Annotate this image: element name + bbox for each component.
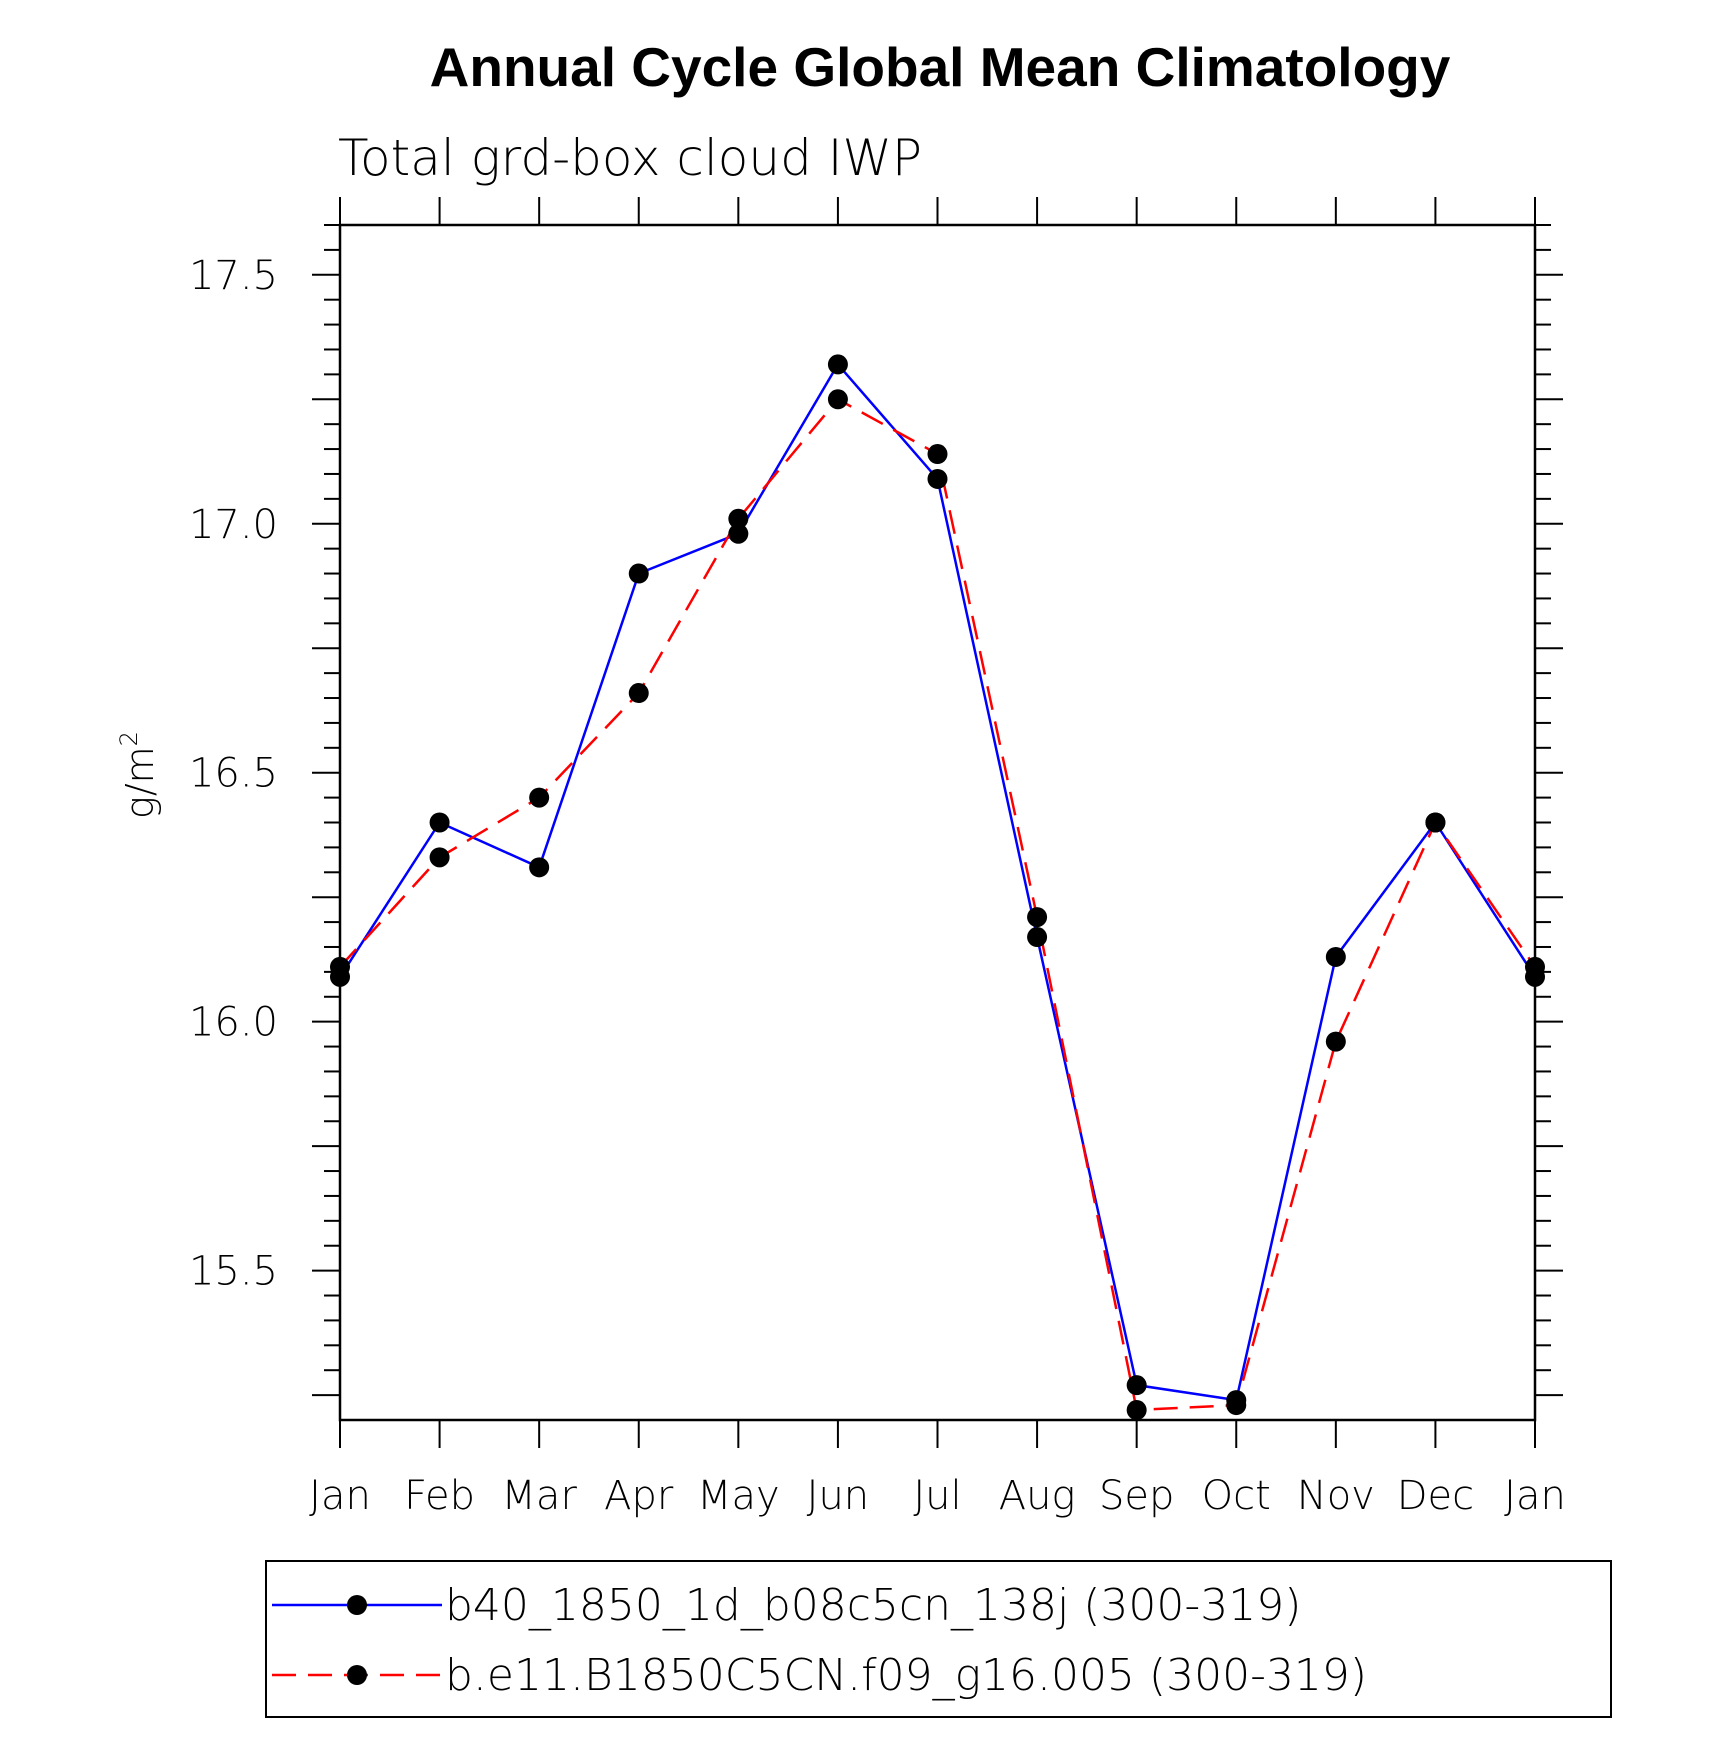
data-point-series-2 [429, 847, 450, 868]
legend-label-series-1: b40_1850_1d_b08c5cn_138j (300-319) [445, 1580, 1301, 1631]
data-point-series-1 [1325, 946, 1346, 967]
data-point-series-1 [1126, 1375, 1147, 1396]
y-axis-label-text: g/m [118, 746, 162, 819]
chart-subtitle: Total grd-box cloud IWP [338, 129, 922, 187]
x-tick-label: Jul [913, 1473, 961, 1519]
y-tick-labels: 15.5 16.0 16.5 17.0 17.5 [189, 253, 278, 1295]
data-point-series-1 [628, 563, 649, 584]
x-tick-label: Sep [1099, 1473, 1174, 1519]
y-axis-label-superscript: 2 [115, 731, 143, 746]
data-point-series-1 [728, 523, 749, 544]
data-point-series-2 [628, 683, 649, 704]
data-point-series-2 [1126, 1400, 1147, 1421]
series-line-1 [338, 363, 1537, 1402]
data-point-series-1 [529, 857, 550, 878]
data-point-series-1 [927, 468, 948, 489]
plot-frame [338, 223, 1537, 1422]
series-lines [338, 363, 1537, 1412]
data-point-series-2 [827, 389, 848, 410]
y-tick-label: 16.5 [189, 751, 278, 797]
x-tick-label: Aug [999, 1473, 1076, 1519]
x-tick-label: Mar [501, 1473, 577, 1519]
legend-label-series-2: b.e11.B1850C5CN.f09_g16.005 (300-319) [445, 1650, 1367, 1701]
x-tick-label: Oct [1202, 1473, 1271, 1519]
series-markers [330, 354, 1545, 1421]
x-tick-labels: Jan Feb Mar Apr May Jun Jul Aug Sep Oct Nov Dec Jan [309, 1473, 1566, 1519]
y-axis-label: g/m2 [115, 731, 162, 819]
series-line-2 [339, 398, 1537, 1412]
x-tick-label: Dec [1397, 1473, 1474, 1519]
data-point-series-2 [927, 444, 948, 465]
x-tick-label: Feb [404, 1473, 475, 1519]
data-point-series-2 [529, 787, 550, 808]
axis-ticks [312, 197, 1563, 1448]
data-point-series-2 [1425, 812, 1446, 833]
legend: b40_1850_1d_b08c5cn_138j (300-319) b.e11… [265, 1560, 1612, 1718]
y-tick-label: 17.5 [189, 253, 278, 299]
data-point-series-1 [827, 354, 848, 375]
chart-title: Annual Cycle Global Mean Climatology [430, 36, 1451, 98]
x-tick-label: Apr [604, 1473, 674, 1519]
data-point-series-2 [1226, 1395, 1247, 1416]
y-tick-label: 17.0 [189, 502, 278, 548]
y-tick-label: 15.5 [189, 1249, 278, 1295]
data-point-series-1 [429, 812, 450, 833]
x-tick-label: Jun [807, 1473, 870, 1519]
legend-box [265, 1560, 1612, 1718]
y-tick-label: 16.0 [189, 1000, 278, 1046]
legend-marker-series-1 [347, 1595, 367, 1615]
data-point-series-2 [1027, 907, 1048, 928]
data-point-series-1 [1027, 927, 1048, 948]
x-tick-label: Jan [1504, 1473, 1566, 1519]
x-tick-label: Nov [1297, 1473, 1375, 1519]
legend-marker-series-2 [347, 1665, 367, 1685]
data-point-series-2 [1325, 1031, 1346, 1052]
x-tick-label: May [697, 1473, 780, 1519]
data-point-series-2 [728, 508, 749, 529]
x-tick-label: Jan [309, 1473, 371, 1519]
